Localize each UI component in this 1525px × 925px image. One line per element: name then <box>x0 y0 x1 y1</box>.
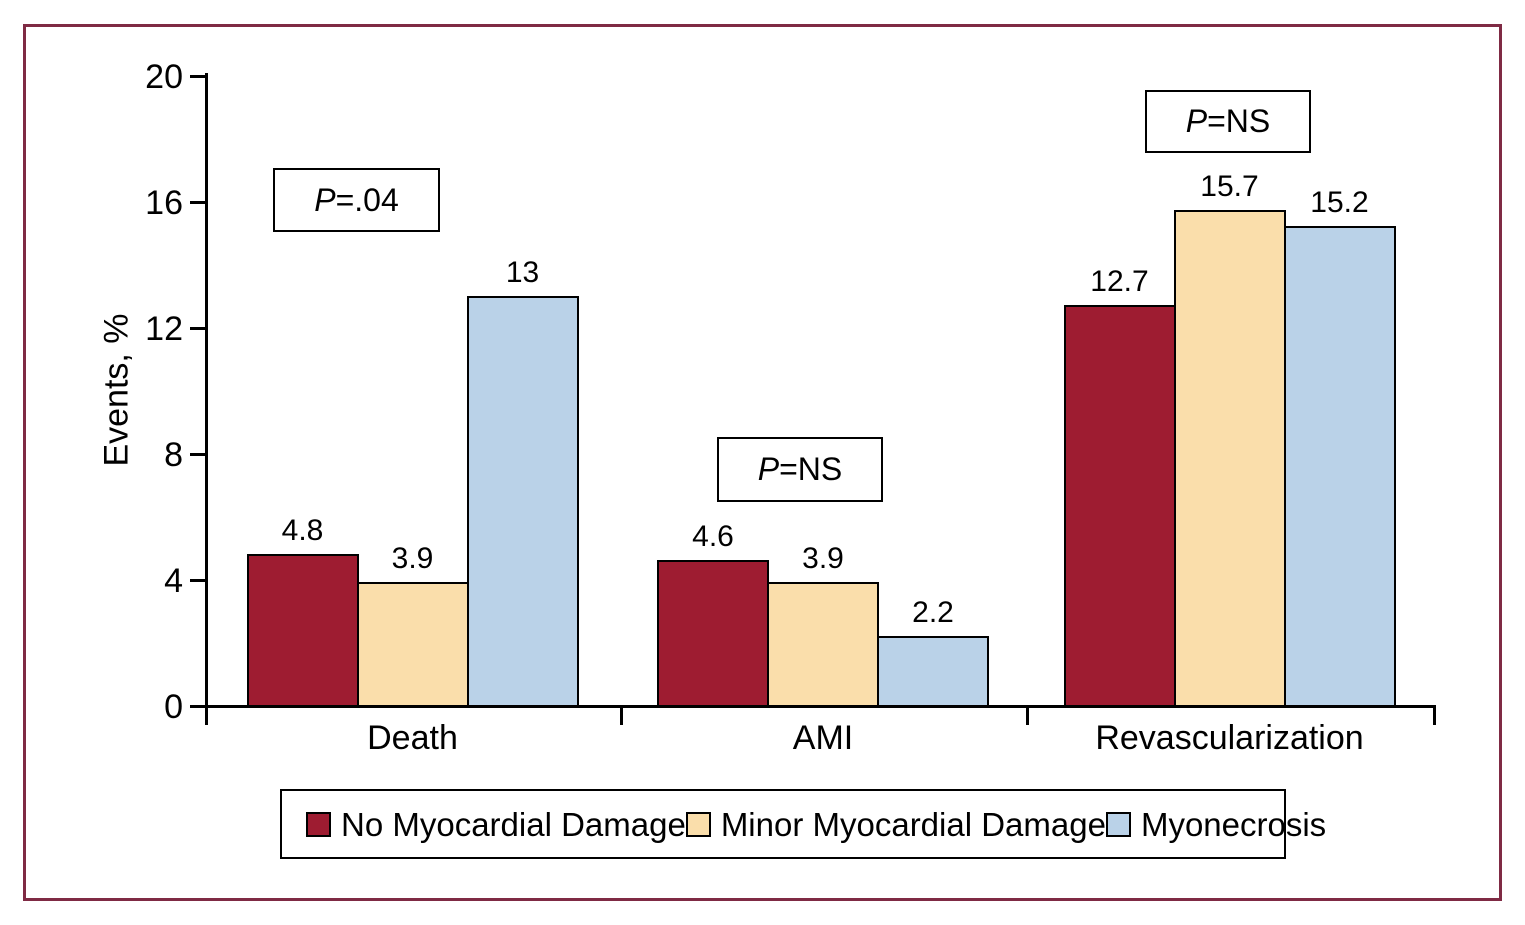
legend: No Myocardial Damage Minor Myocardial Dam… <box>280 789 1326 859</box>
bar-death-minor-myocardial-damage <box>356 582 469 707</box>
legend-label: Myonecrosis <box>1140 805 1327 843</box>
x-tick <box>1026 708 1029 725</box>
legend-swatch-no-myocardial-damage <box>306 811 331 837</box>
p-value-symbol: P <box>314 181 336 218</box>
legend-item-myonecrosis: Myonecrosis <box>1105 805 1327 843</box>
y-tick <box>190 201 205 204</box>
y-tick <box>190 705 205 708</box>
bar-value-label: 3.9 <box>802 542 844 576</box>
bar-value-label: 15.2 <box>1310 186 1369 220</box>
bar-revascularization-myonecrosis <box>1283 226 1396 707</box>
category-label-revascularization: Revascularization <box>1095 719 1364 757</box>
p-value-symbol: P <box>1185 103 1208 139</box>
legend-swatch-myonecrosis <box>1105 811 1131 837</box>
bar-value-label: 3.9 <box>391 542 434 576</box>
x-tick <box>205 708 208 725</box>
y-axis-line <box>205 73 208 708</box>
p-value-box-death: P =.04 <box>273 168 440 232</box>
y-tick <box>190 327 205 330</box>
y-tick-label: 0 <box>164 688 183 726</box>
bar-value-label: 4.8 <box>281 513 324 547</box>
bar-revascularization-minor-myocardial-damage <box>1173 210 1286 707</box>
bar-value-label: 12.7 <box>1090 264 1149 298</box>
y-tick <box>190 453 205 456</box>
bar-ami-minor-myocardial-damage <box>767 582 879 707</box>
legend-item-no-myocardial-damage: No Myocardial Damage <box>306 808 686 841</box>
legend-item-minor-myocardial-damage: Minor Myocardial Damage <box>685 805 1106 843</box>
bar-value-label: 13 <box>505 255 540 289</box>
x-tick <box>1433 708 1436 725</box>
y-tick <box>190 75 205 78</box>
y-tick <box>190 579 205 582</box>
y-tick-label: 8 <box>164 436 183 474</box>
bar-ami-no-myocardial-damage <box>657 560 769 707</box>
bar-ami-myonecrosis <box>877 635 989 707</box>
x-tick <box>620 708 623 725</box>
p-value-symbol: P <box>757 451 780 487</box>
p-value-box-ami: P =NS <box>717 437 883 502</box>
bar-value-label: 4.6 <box>692 520 734 554</box>
p-value-box-revascularization: P =NS <box>1145 90 1311 153</box>
legend-label: No Myocardial Damage <box>341 805 686 843</box>
y-tick-label: 20 <box>145 58 183 96</box>
category-label-ami: AMI <box>792 719 854 757</box>
y-tick-label: 16 <box>145 184 183 222</box>
category-label-death: Death <box>367 719 458 757</box>
p-value-text: =NS <box>1207 103 1271 139</box>
y-tick-label: 4 <box>164 562 183 600</box>
p-value-text: =.04 <box>335 181 399 218</box>
p-value-text: =NS <box>779 451 843 487</box>
legend-label: Minor Myocardial Damage <box>720 805 1106 843</box>
bar-value-label: 15.7 <box>1200 170 1259 204</box>
legend-swatch-minor-myocardial-damage <box>685 811 711 837</box>
bar-death-myonecrosis <box>466 295 579 707</box>
bar-revascularization-no-myocardial-damage <box>1063 304 1176 707</box>
y-tick-label: 12 <box>145 310 183 348</box>
bar-death-no-myocardial-damage <box>246 553 359 707</box>
bar-value-label: 2.2 <box>912 595 954 629</box>
